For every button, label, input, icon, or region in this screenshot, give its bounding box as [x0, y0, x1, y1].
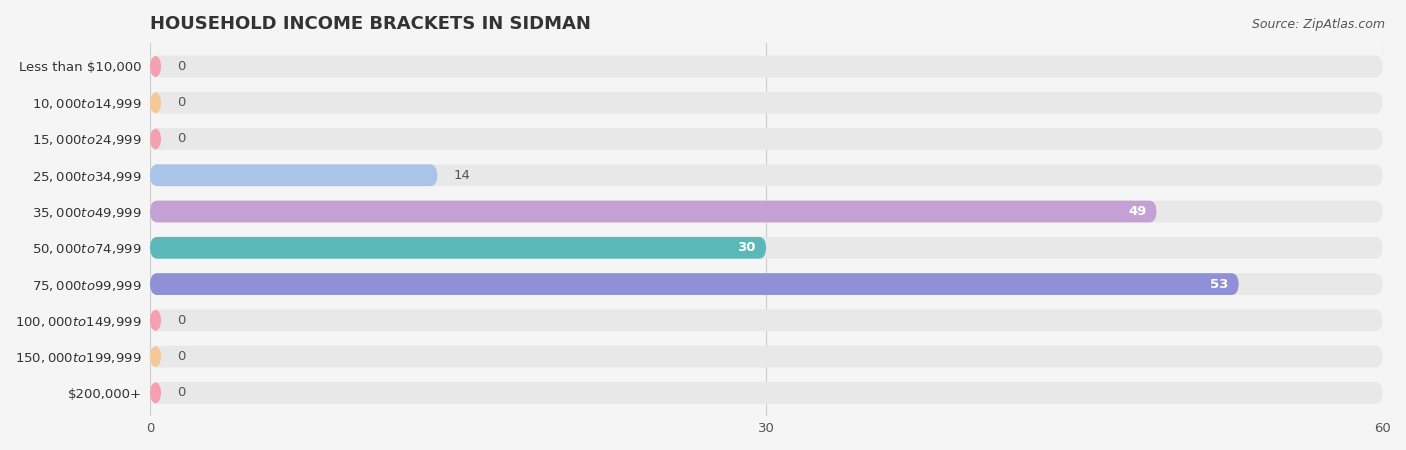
Text: Source: ZipAtlas.com: Source: ZipAtlas.com: [1251, 18, 1385, 31]
FancyBboxPatch shape: [150, 128, 1382, 150]
FancyBboxPatch shape: [150, 164, 1382, 186]
FancyBboxPatch shape: [150, 92, 1382, 113]
Text: 0: 0: [177, 132, 186, 145]
FancyBboxPatch shape: [150, 201, 1157, 222]
FancyBboxPatch shape: [150, 382, 162, 404]
FancyBboxPatch shape: [150, 346, 162, 368]
FancyBboxPatch shape: [150, 382, 1382, 404]
Text: 53: 53: [1211, 278, 1229, 291]
FancyBboxPatch shape: [150, 237, 766, 259]
FancyBboxPatch shape: [150, 56, 1382, 77]
Text: 14: 14: [454, 169, 471, 182]
FancyBboxPatch shape: [150, 346, 1382, 368]
Text: 0: 0: [177, 96, 186, 109]
Text: 49: 49: [1128, 205, 1146, 218]
Text: HOUSEHOLD INCOME BRACKETS IN SIDMAN: HOUSEHOLD INCOME BRACKETS IN SIDMAN: [150, 15, 591, 33]
FancyBboxPatch shape: [150, 201, 1382, 222]
FancyBboxPatch shape: [150, 56, 162, 77]
FancyBboxPatch shape: [150, 273, 1239, 295]
Text: 30: 30: [738, 241, 756, 254]
FancyBboxPatch shape: [150, 92, 162, 113]
Text: 0: 0: [177, 350, 186, 363]
Text: 0: 0: [177, 387, 186, 399]
FancyBboxPatch shape: [150, 310, 162, 331]
Text: 0: 0: [177, 60, 186, 73]
FancyBboxPatch shape: [150, 128, 162, 150]
FancyBboxPatch shape: [150, 164, 437, 186]
FancyBboxPatch shape: [150, 273, 1382, 295]
Text: 0: 0: [177, 314, 186, 327]
FancyBboxPatch shape: [150, 237, 1382, 259]
FancyBboxPatch shape: [150, 310, 1382, 331]
